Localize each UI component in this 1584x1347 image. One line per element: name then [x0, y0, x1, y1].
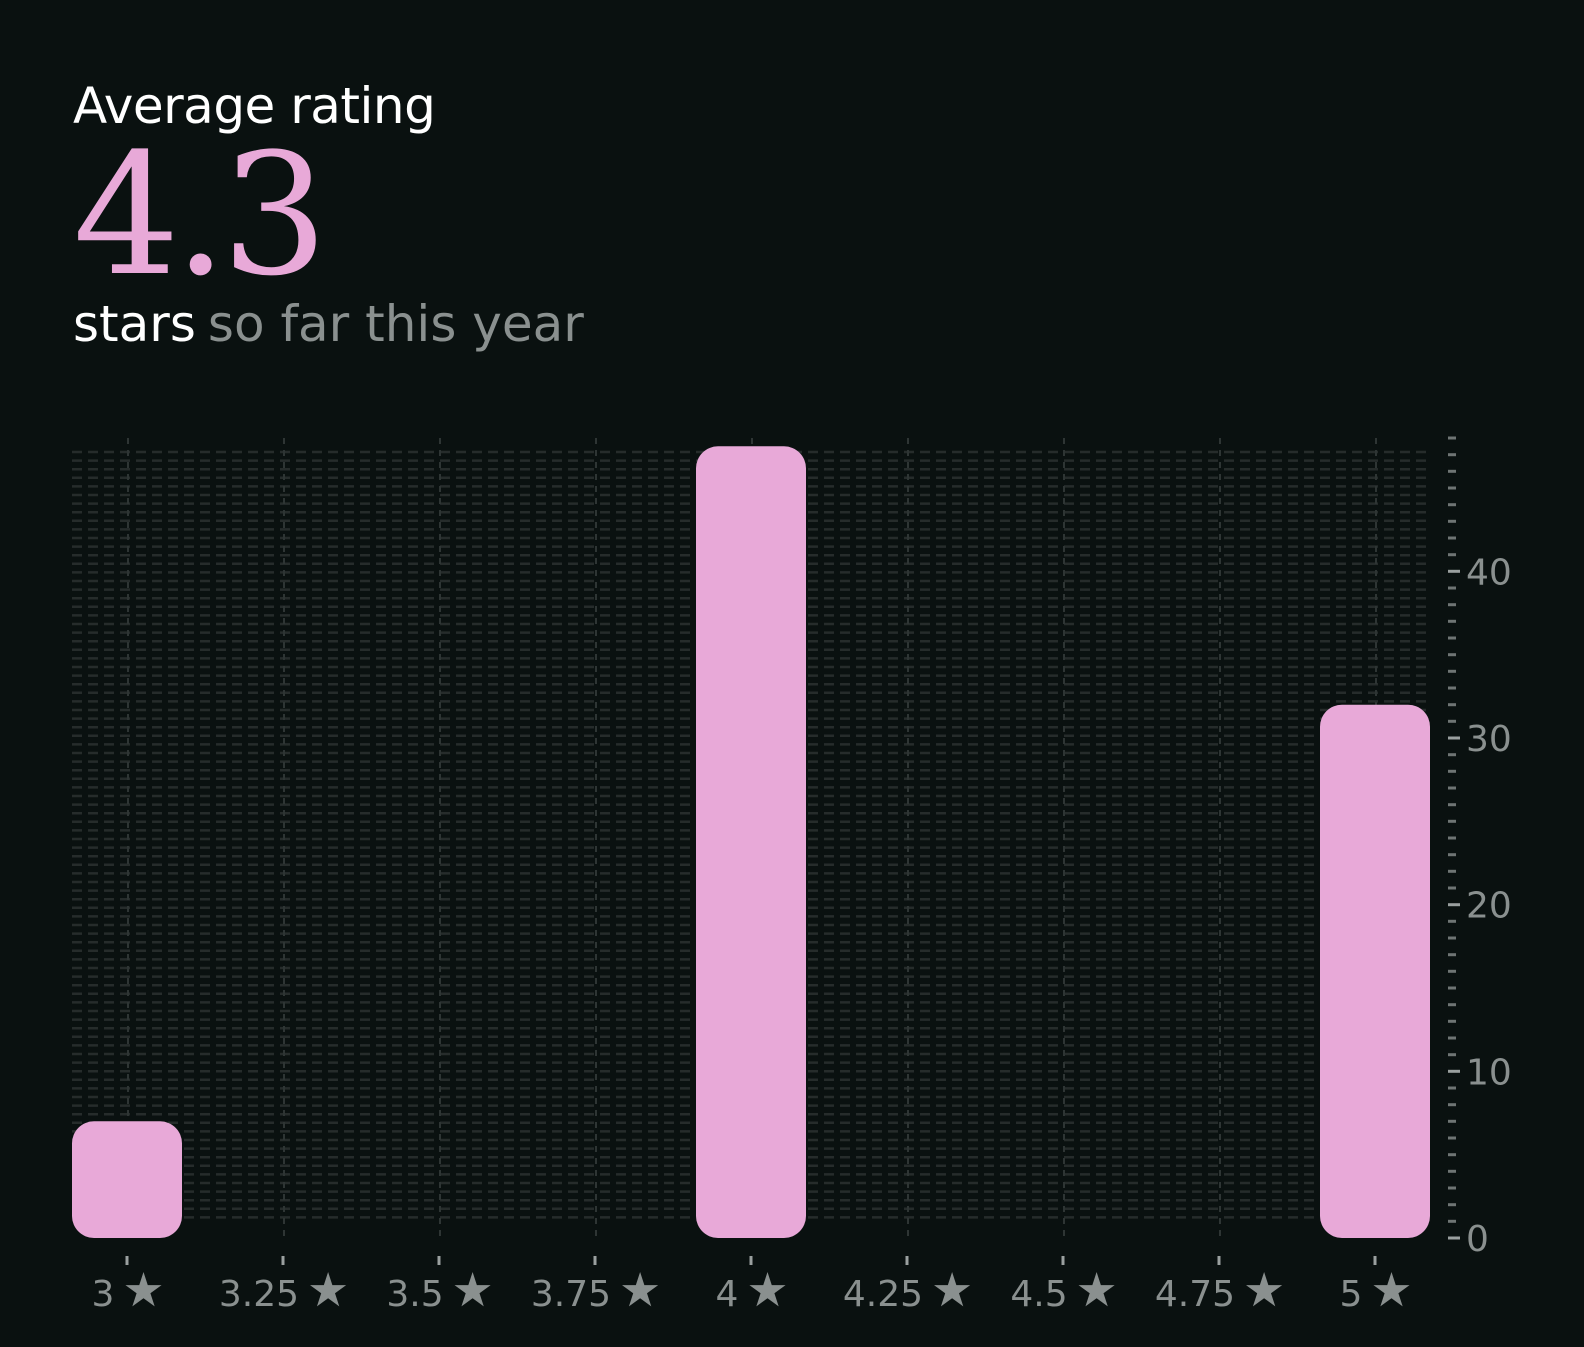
x-tick-label: 3.25	[219, 1274, 299, 1315]
summary-title: Average rating	[73, 77, 436, 135]
star-icon	[454, 1272, 491, 1307]
star-icon	[622, 1272, 659, 1307]
x-tick-3-25: 3.25	[219, 1272, 347, 1315]
y-tick-label: 20	[1466, 886, 1512, 927]
x-tick-label: 3.75	[531, 1274, 611, 1315]
x-tick-3-5: 3.5	[386, 1272, 491, 1315]
rating-summary: Average rating 4.3 stars so far this year	[73, 76, 584, 354]
bar-4	[696, 446, 806, 1238]
x-tick-label: 3	[92, 1274, 115, 1315]
y-tick-label: 40	[1466, 552, 1512, 593]
x-axis: 3 3.25 3.5 3.75 4 4.25 4.5 4.75 5	[92, 1256, 1410, 1315]
star-icon	[125, 1272, 162, 1307]
x-tick-label: 4.25	[843, 1274, 923, 1315]
star-icon	[749, 1272, 786, 1307]
y-tick-label: 30	[1466, 719, 1512, 760]
chart-bars	[72, 446, 1430, 1238]
x-tick-label: 4	[716, 1274, 739, 1315]
star-icon	[310, 1272, 347, 1307]
star-icon	[934, 1272, 971, 1307]
y-tick-label: 10	[1466, 1052, 1512, 1093]
x-tick-3: 3	[92, 1272, 162, 1315]
x-tick-5: 5	[1340, 1272, 1410, 1315]
rating-unit: stars	[73, 295, 196, 353]
x-tick-label: 3.5	[386, 1274, 443, 1315]
x-tick-4: 4	[716, 1272, 786, 1315]
y-axis: 0 10 20 30 40	[1448, 436, 1512, 1260]
x-tick-4-5: 4.5	[1010, 1272, 1115, 1315]
y-tick-label: 0	[1466, 1219, 1489, 1260]
star-icon	[1373, 1272, 1410, 1307]
x-tick-label: 5	[1340, 1274, 1363, 1315]
star-icon	[1078, 1272, 1115, 1307]
average-rating-value: 4.3	[73, 117, 328, 313]
star-icon	[1246, 1272, 1283, 1307]
rating-caption: stars so far this year	[73, 294, 584, 354]
bar-3	[72, 1121, 182, 1238]
x-tick-4-75: 4.75	[1155, 1272, 1283, 1315]
x-tick-4-25: 4.25	[843, 1272, 971, 1315]
x-tick-3-75: 3.75	[531, 1272, 659, 1315]
x-tick-label: 4.5	[1010, 1274, 1067, 1315]
bar-5	[1320, 704, 1430, 1238]
rating-period: so far this year	[207, 295, 584, 353]
x-tick-label: 4.75	[1155, 1274, 1235, 1315]
